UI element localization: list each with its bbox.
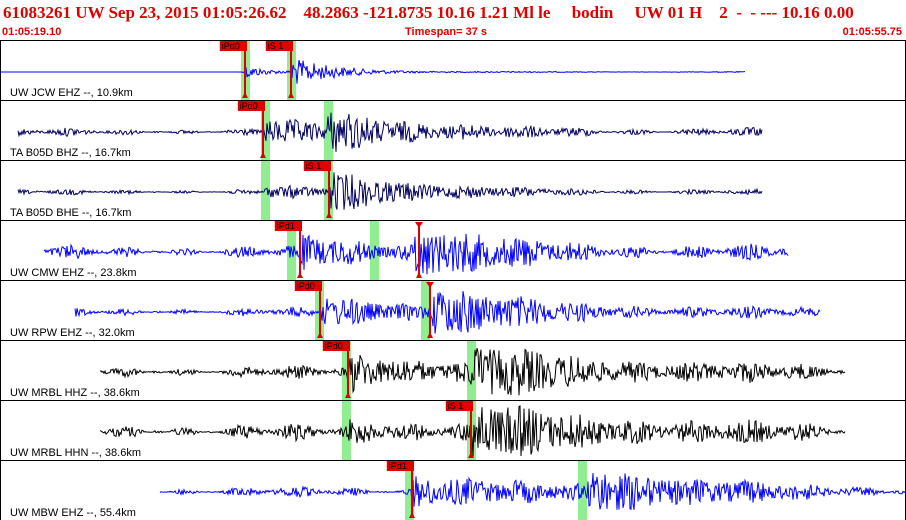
pick-label-box[interactable] bbox=[303, 161, 331, 171]
channel-label: UW JCW EHZ --, 10.9km bbox=[10, 87, 133, 99]
pick-label-box[interactable] bbox=[265, 41, 293, 51]
pick-arrow-icon bbox=[288, 92, 294, 98]
channel-label: UW CMW EHZ --, 23.8km bbox=[10, 267, 137, 279]
event-title: 61083261 UW Sep 23, 2015 01:05:26.62 48.… bbox=[3, 3, 854, 22]
channel-panel-6[interactable]: iPd0 UW MRBL HHZ --, 38.6km bbox=[0, 340, 906, 401]
pick-arrow-icon bbox=[260, 152, 266, 158]
pick-arrow-icon bbox=[427, 332, 433, 338]
pick-window-highlight bbox=[467, 341, 476, 400]
channel-label: UW MRBL HHZ --, 38.6km bbox=[10, 387, 140, 399]
pick-label-box[interactable] bbox=[274, 221, 302, 231]
pick-arrow-icon[interactable] bbox=[426, 282, 434, 288]
waveform-trace bbox=[17, 112, 763, 152]
pick-arrow-icon bbox=[326, 212, 332, 218]
pick-window-highlight bbox=[261, 161, 270, 220]
waveform-trace bbox=[17, 172, 763, 210]
pick-window-highlight bbox=[261, 101, 270, 160]
pick-window-highlight bbox=[405, 461, 414, 520]
channel-label: UW MBW EHZ --, 55.4km bbox=[10, 507, 136, 519]
channel-label: UW MRBL HHN --, 38.6km bbox=[10, 447, 141, 459]
channel-panel-7[interactable]: iS 1 UW MRBL HHN --, 38.6km bbox=[0, 400, 906, 461]
waveform-trace bbox=[43, 233, 789, 275]
pick-window-highlight bbox=[324, 101, 333, 160]
pick-label-box[interactable] bbox=[237, 101, 265, 111]
seismogram-panels[interactable]: iPd0 iS 1 UW JCW EHZ --, 10.9km iPd0 TA B05D… bbox=[0, 40, 906, 520]
pick-arrow-icon bbox=[317, 332, 323, 338]
pick-arrow-icon bbox=[242, 92, 248, 98]
panel-border bbox=[0, 40, 906, 101]
pick-label-box[interactable] bbox=[219, 41, 247, 51]
waveform-trace bbox=[99, 347, 846, 396]
timespan-label: Timespan= 37 s bbox=[405, 26, 488, 38]
waveform-trace bbox=[74, 291, 821, 334]
pick-label: iS 1 bbox=[448, 401, 464, 411]
channel-label: TA B05D BHZ --, 16.7km bbox=[10, 147, 131, 159]
channel-label: UW RPW EHZ --, 32.0km bbox=[10, 327, 135, 339]
pick-arrow-icon bbox=[409, 512, 415, 518]
pick-label-box[interactable] bbox=[294, 281, 322, 291]
seismogram-header: 61083261 UW Sep 23, 2015 01:05:26.62 48.… bbox=[0, 0, 906, 40]
channel-panel-2[interactable]: iPd0 TA B05D BHZ --, 16.7km bbox=[0, 100, 906, 161]
channel-panel-8[interactable]: iPd1 UW MBW EHZ --, 55.4km bbox=[0, 460, 906, 520]
waveform-trace bbox=[99, 405, 846, 457]
pick-arrow-icon bbox=[416, 272, 422, 278]
pick-label: iPd0 bbox=[325, 341, 343, 351]
pick-label: iS 1 bbox=[268, 41, 284, 51]
pick-label: iPd1 bbox=[389, 461, 407, 471]
pick-label: iPd0 bbox=[222, 41, 240, 51]
pick-arrow-icon bbox=[297, 272, 303, 278]
pick-label-box[interactable] bbox=[445, 401, 473, 411]
pick-label: iPd0 bbox=[240, 101, 258, 111]
pick-label: iPd0 bbox=[297, 281, 315, 291]
channel-label: TA B05D BHE --, 16.7km bbox=[10, 207, 131, 219]
end-time-label: 01:05:55.75 bbox=[842, 26, 902, 38]
pick-arrow-icon[interactable] bbox=[415, 222, 423, 228]
waveform-trace bbox=[0, 59, 745, 84]
channel-panel-3[interactable]: iS 1 TA B05D BHE --, 16.7km bbox=[0, 160, 906, 221]
channel-panel-5[interactable]: iPd0 UW RPW EHZ --, 32.0km bbox=[0, 280, 906, 341]
start-time-label: 01:05:19.10 bbox=[2, 26, 62, 38]
channel-panel-4[interactable]: iPd1 UW CMW EHZ --, 23.8km bbox=[0, 220, 906, 281]
pick-label: iPd1 bbox=[277, 221, 295, 231]
pick-arrow-icon bbox=[345, 392, 351, 398]
pick-label: iS 1 bbox=[306, 161, 322, 171]
waveform-trace bbox=[159, 473, 906, 511]
pick-window-highlight bbox=[342, 341, 351, 400]
pick-label-box[interactable] bbox=[322, 341, 350, 351]
pick-label-box[interactable] bbox=[386, 461, 414, 471]
channel-panel-1[interactable]: iPd0 iS 1 UW JCW EHZ --, 10.9km bbox=[0, 40, 906, 101]
pick-arrow-icon bbox=[468, 452, 474, 458]
